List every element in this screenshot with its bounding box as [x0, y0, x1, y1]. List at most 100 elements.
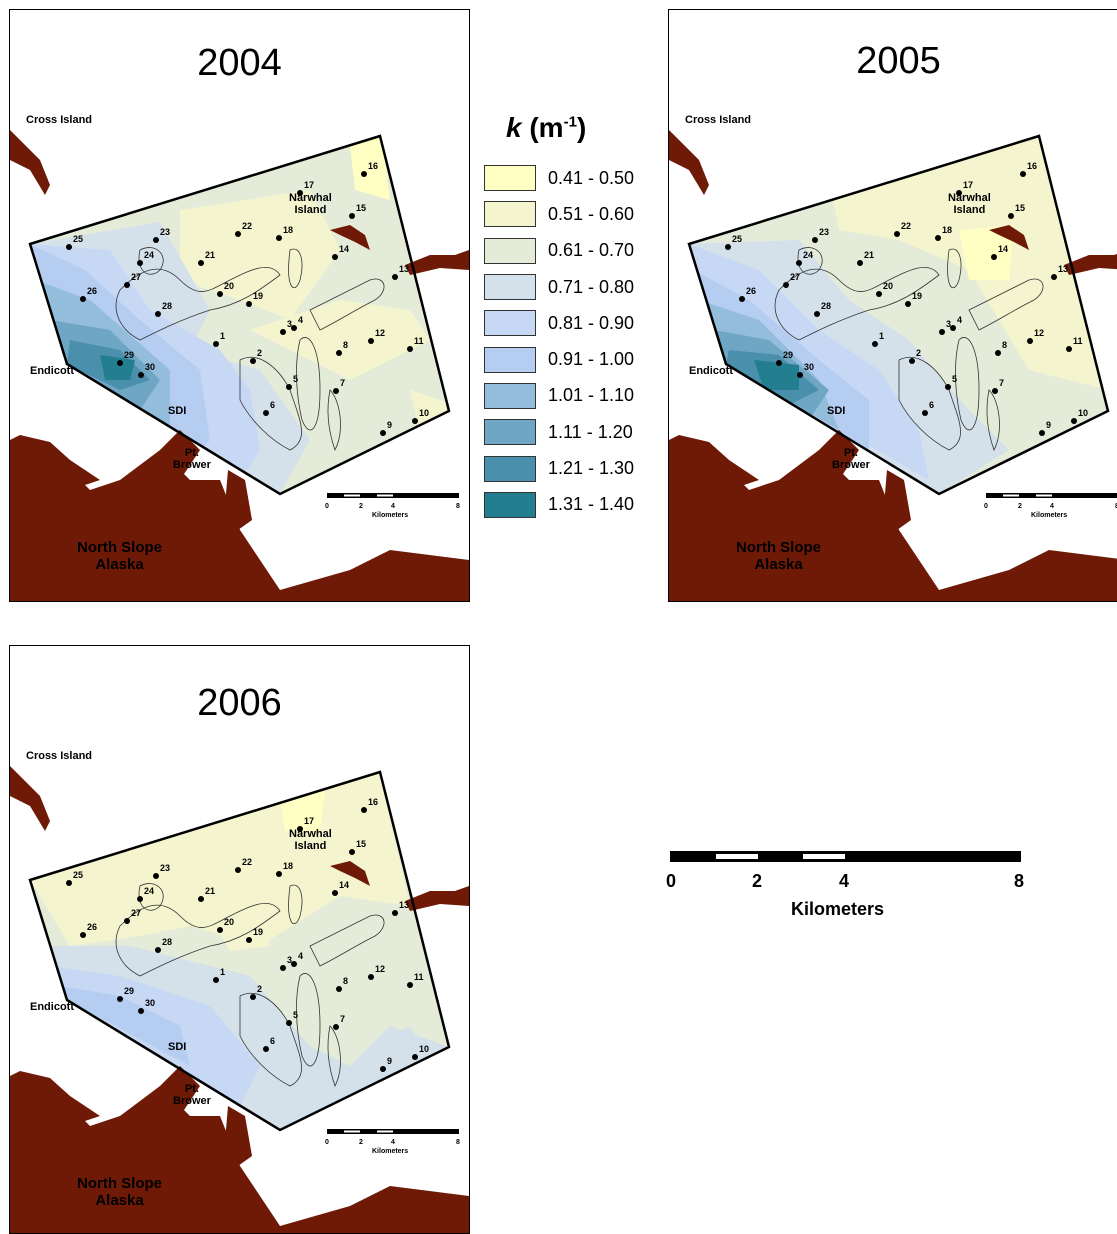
- station-label: 2: [916, 348, 921, 358]
- station-point: [155, 947, 161, 953]
- station-label: 24: [144, 886, 154, 896]
- station-label: 24: [144, 250, 154, 260]
- pt-brower-label: Pt. Brower: [832, 447, 870, 471]
- land-mass: [884, 470, 911, 530]
- legend-swatch: [484, 237, 536, 264]
- station-label: 11: [1073, 336, 1083, 346]
- station-label: 9: [387, 1056, 392, 1066]
- map-panel-2005: 1 2 3 4 5 6 7 8 9 10 11 12 13 14 15 16 17 18 19 20 21 22 23 24 2…: [668, 9, 1117, 602]
- endicott-label: Endicott: [689, 365, 733, 377]
- station-point: [138, 372, 144, 378]
- station-point: [945, 384, 951, 390]
- station-label: 29: [783, 350, 793, 360]
- legend-label: 1.21 - 1.30: [548, 458, 635, 479]
- station-point: [291, 961, 297, 967]
- pt-brower-label: Pt. Brower: [173, 1083, 211, 1107]
- shoal-contour: [327, 389, 341, 452]
- sdi-label: SDI: [168, 405, 187, 417]
- outside-mask: [669, 10, 1117, 601]
- sdi-label: SDI: [168, 1041, 187, 1053]
- scale-tick-0: 0: [666, 871, 677, 891]
- station-point: [117, 360, 123, 366]
- land-mass: [10, 1076, 469, 1233]
- scale-tick-8: 8: [1014, 871, 1025, 891]
- station-label: 27: [790, 272, 800, 282]
- land-mass: [225, 1106, 252, 1166]
- station-point: [392, 274, 398, 280]
- station-point: [297, 190, 303, 196]
- station-point: [857, 260, 863, 266]
- svg-text:2: 2: [1018, 503, 1022, 510]
- legend-item: 1.11 - 1.20: [484, 414, 654, 450]
- legend-label: 0.81 - 0.90: [548, 312, 635, 333]
- scale-tick-2: 2: [752, 871, 763, 891]
- shoal-contour: [947, 248, 962, 289]
- narwhal-island-label: Narwhal Island: [289, 828, 332, 852]
- station-label: 13: [399, 264, 409, 274]
- station-point: [368, 974, 374, 980]
- land-mass: [10, 435, 100, 490]
- station-point: [935, 235, 941, 241]
- station-label: 8: [343, 976, 348, 986]
- map-year-title: 2004: [197, 42, 282, 84]
- scale-unit: Kilometers: [791, 899, 885, 919]
- svg-text:8: 8: [456, 1139, 460, 1146]
- study-area-outline: [687, 134, 1110, 496]
- station-point: [876, 291, 882, 297]
- svg-text:0: 0: [325, 503, 329, 510]
- station-point: [235, 867, 241, 873]
- station-point: [349, 213, 355, 219]
- station-point: [137, 896, 143, 902]
- pt-brower-label: Pt. Brower: [173, 447, 211, 471]
- shoal-contour: [288, 248, 303, 289]
- land-mass: [405, 250, 469, 275]
- station-label: 3: [287, 319, 292, 329]
- map-panel-2006: 1 2 3 4 5 6 7 8 9 10 11 12 13 14 15 16 17 18 19 20 21 22 23 24 2…: [9, 645, 470, 1234]
- station-point: [263, 1046, 269, 1052]
- mini-scale-bar: 0 2 4 8 Kilometers: [325, 493, 460, 519]
- station-label: 29: [124, 986, 134, 996]
- station-label: 22: [901, 221, 911, 231]
- scale-tick-4: 4: [839, 871, 850, 891]
- station-label: 10: [1078, 408, 1088, 418]
- shoal-contour: [774, 266, 940, 341]
- narwhal-island-label: Narwhal Island: [289, 192, 332, 216]
- station-label: 14: [339, 880, 349, 890]
- station-point: [286, 1020, 292, 1026]
- station-label: 28: [162, 937, 172, 947]
- station-point: [276, 871, 282, 877]
- station-label: 15: [356, 839, 366, 849]
- station-label: 25: [732, 234, 742, 244]
- station-point: [1051, 274, 1057, 280]
- station-point: [739, 296, 745, 302]
- svg-text:4: 4: [391, 1139, 395, 1146]
- station-point: [213, 977, 219, 983]
- station-label: 30: [804, 362, 814, 372]
- land-mass: [669, 435, 759, 490]
- station-label: 12: [375, 328, 385, 338]
- station-point: [117, 996, 123, 1002]
- north-slope-label: North Slope Alaska: [77, 539, 162, 573]
- station-label: 5: [293, 1010, 298, 1020]
- station-point: [246, 301, 252, 307]
- station-point: [380, 1066, 386, 1072]
- station-label: 18: [283, 861, 293, 871]
- station-point: [198, 260, 204, 266]
- land-mass: [669, 130, 709, 195]
- station-label: 28: [162, 301, 172, 311]
- sdi-label: SDI: [827, 405, 846, 417]
- station-label: 2: [257, 348, 262, 358]
- station-point: [153, 237, 159, 243]
- station-label: 20: [224, 281, 234, 291]
- station-point: [349, 849, 355, 855]
- legend-item: 1.31 - 1.40: [484, 487, 654, 523]
- legend-swatch: [484, 382, 536, 409]
- station-label: 9: [1046, 420, 1051, 430]
- station-point: [922, 410, 928, 416]
- station-point: [872, 341, 878, 347]
- cross-island-label: Cross Island: [26, 750, 93, 762]
- k-zone: [959, 225, 1014, 280]
- station-point: [783, 282, 789, 288]
- land-mass: [1064, 253, 1117, 275]
- station-label: 18: [942, 225, 952, 235]
